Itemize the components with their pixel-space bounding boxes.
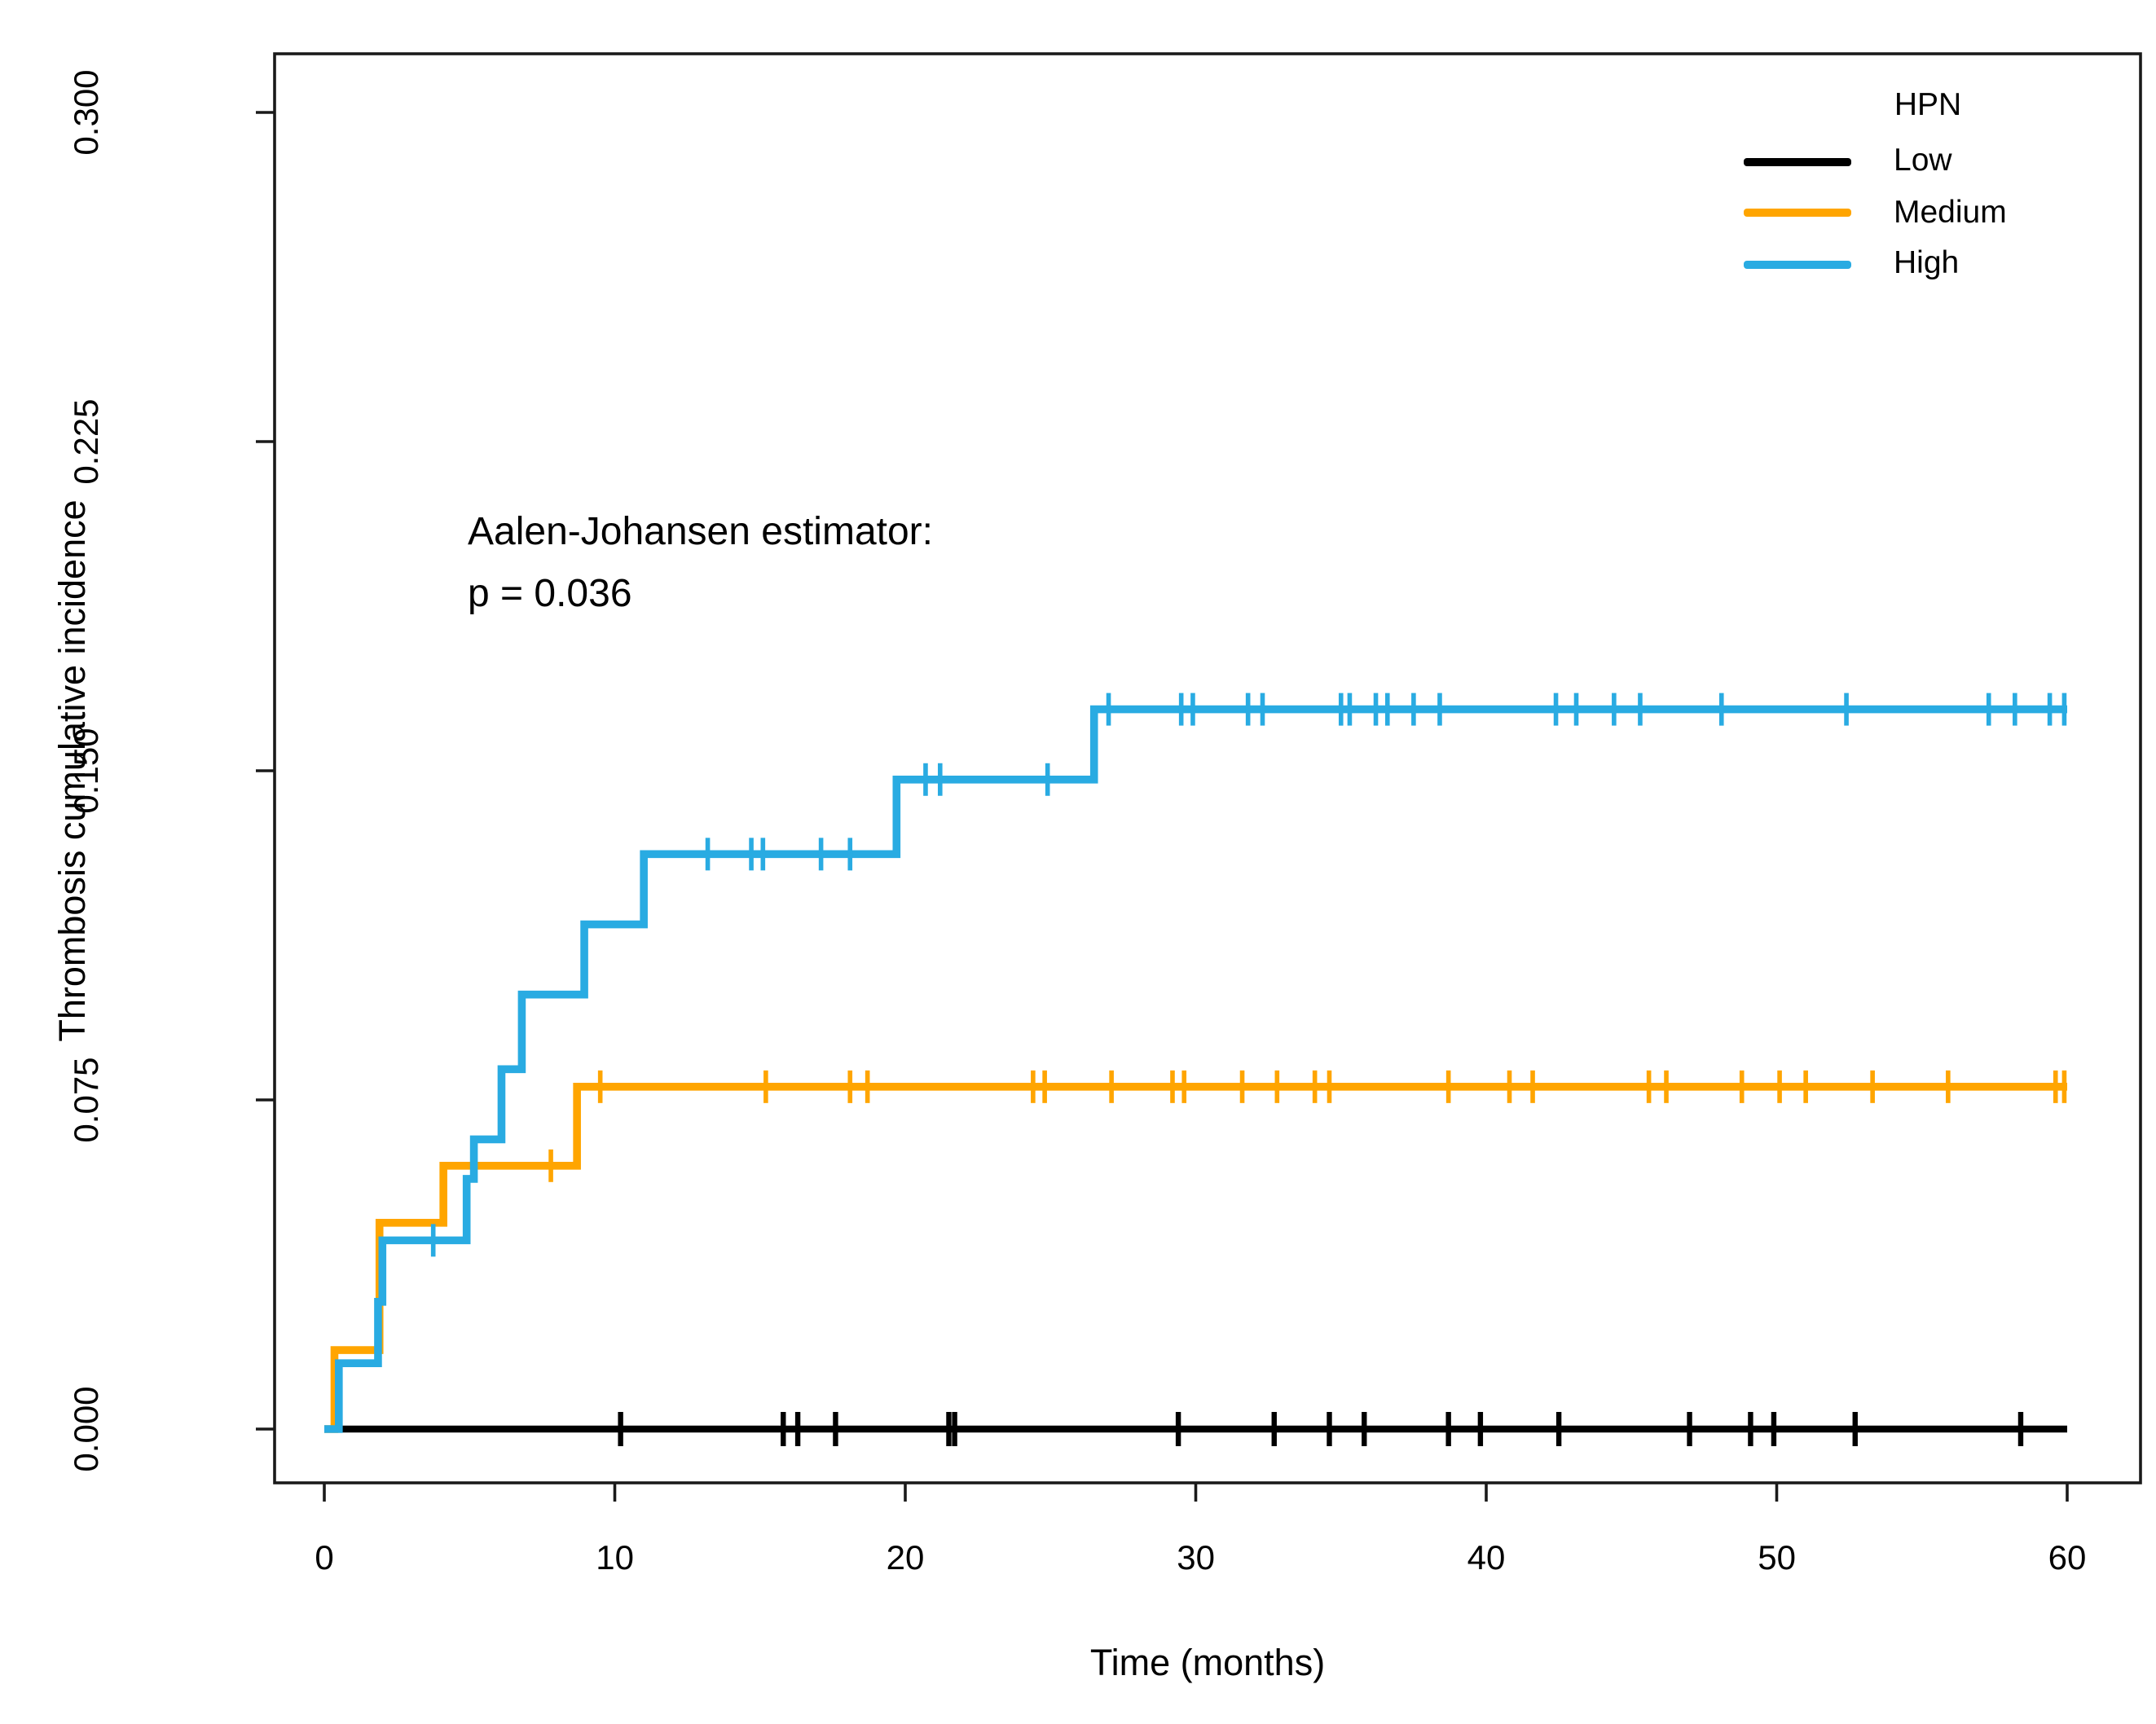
xtick-label-0: 0 (315, 1540, 334, 1577)
annotation: Aalen-Johansen estimator: p = 0.036 (468, 502, 933, 624)
ytick-label-0300: 0.300 (68, 69, 106, 156)
ytick-label-0000: 0.000 (68, 1386, 106, 1472)
legend-swatch-medium-line (1744, 209, 1851, 217)
annotation-pvalue-line: p = 0.036 (468, 571, 632, 615)
xtick-label-60: 60 (2048, 1540, 2087, 1577)
legend-swatch-high-line (1744, 260, 1851, 268)
annotation-estimator-line: Aalen-Johansen estimator: (468, 510, 933, 554)
x-axis-title: Time (months) (1089, 1643, 1326, 1683)
legend-label-high: High (1894, 245, 1960, 281)
xtick-label-20: 20 (886, 1540, 925, 1577)
legend-title: HPN (1894, 87, 1962, 123)
legend-label-medium: Medium (1894, 194, 2007, 230)
ytick-label-0225: 0.225 (68, 398, 106, 485)
ytick-label-0075: 0.075 (68, 1057, 106, 1143)
xtick-label-40: 40 (1467, 1540, 1506, 1577)
y-axis-title: Thrombosis cumulative incidence (52, 499, 93, 1042)
xtick-label-30: 30 (1177, 1540, 1215, 1577)
xtick-label-50: 50 (1758, 1540, 1796, 1577)
plot-box (273, 52, 2142, 1484)
legend-label-low: Low (1894, 143, 1952, 178)
curve-medium (324, 1083, 2067, 1433)
curve-high (324, 705, 2067, 1433)
xtick-label-10: 10 (596, 1540, 634, 1577)
legend-swatch-low-line (1744, 157, 1851, 165)
